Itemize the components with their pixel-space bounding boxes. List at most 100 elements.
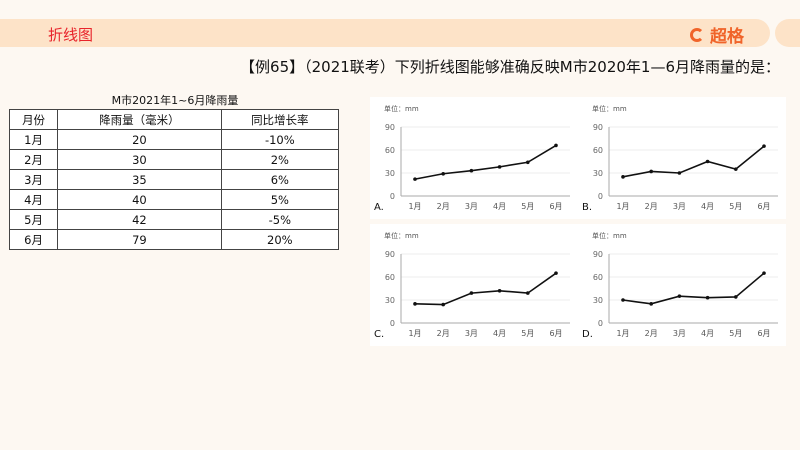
y-tick-label: 30 bbox=[593, 169, 603, 178]
header-cell: 同比增长率 bbox=[220, 109, 340, 130]
brand-logo: 超格 bbox=[690, 22, 744, 47]
data-point bbox=[469, 291, 474, 295]
x-tick-label: 6月 bbox=[549, 329, 562, 338]
x-tick-label: 4月 bbox=[701, 329, 714, 338]
data-point bbox=[677, 171, 682, 175]
table-cell: 2月 bbox=[8, 149, 59, 170]
y-tick-label: 30 bbox=[385, 296, 395, 305]
y-tick-label: 60 bbox=[593, 273, 603, 282]
chart-option-d[interactable]: 单位：mm 0 30 60 90 1月 2月 3月 4月 5月 6月 D. bbox=[578, 224, 786, 346]
table-title: M市2021年1~6月降雨量 bbox=[111, 94, 239, 107]
logo-text: 超格 bbox=[710, 27, 744, 47]
x-tick-label: 4月 bbox=[493, 202, 506, 211]
x-tick-label: 6月 bbox=[757, 329, 770, 338]
x-tick-label: 3月 bbox=[673, 329, 686, 338]
header-cell: 降雨量（毫米） bbox=[57, 109, 222, 130]
y-tick-label: 90 bbox=[385, 250, 395, 259]
y-tick-label: 0 bbox=[598, 192, 603, 201]
chart-option-b[interactable]: 单位：mm 0 30 60 90 1月 2月 3月 4月 5月 6月 B. bbox=[578, 97, 786, 219]
table-row: 5月 42 -5% bbox=[8, 209, 340, 230]
table-cell: 4月 bbox=[8, 189, 59, 210]
table-row: 2月 30 2% bbox=[8, 149, 340, 170]
y-tick-label: 60 bbox=[385, 273, 395, 282]
data-point bbox=[441, 171, 445, 176]
chart-option-c[interactable]: 单位：mm 0 30 60 90 1月 2月 3月 4月 5月 6月 C. bbox=[370, 224, 578, 346]
data-point bbox=[441, 302, 445, 307]
x-tick-label: 6月 bbox=[757, 202, 770, 211]
data-point bbox=[497, 289, 502, 293]
data-point bbox=[621, 298, 625, 302]
data-point bbox=[526, 160, 530, 165]
data-point bbox=[413, 177, 417, 181]
data-point bbox=[649, 169, 653, 174]
table-cell: 5月 bbox=[8, 209, 59, 230]
x-tick-label: 5月 bbox=[521, 329, 534, 338]
data-point bbox=[705, 295, 710, 300]
table-cell: 2% bbox=[220, 149, 340, 170]
y-tick-label: 30 bbox=[593, 296, 603, 305]
y-tick-label: 0 bbox=[390, 192, 395, 201]
data-point bbox=[762, 271, 766, 275]
table-cell: 42 bbox=[57, 209, 222, 230]
data-point bbox=[734, 167, 738, 171]
table-row: 6月 79 20% bbox=[8, 229, 340, 250]
x-tick-label: 2月 bbox=[645, 329, 658, 338]
unit-label: 单位：mm bbox=[592, 231, 627, 240]
option-label: C. bbox=[374, 329, 384, 340]
data-point bbox=[413, 302, 417, 306]
table-cell: 20 bbox=[57, 129, 222, 150]
x-tick-label: 3月 bbox=[465, 329, 478, 338]
x-tick-label: 4月 bbox=[701, 202, 714, 211]
option-label: D. bbox=[582, 329, 593, 340]
series-line bbox=[414, 272, 557, 306]
table-cell: 20% bbox=[220, 229, 340, 250]
x-tick-label: 3月 bbox=[465, 202, 478, 211]
unit-label: 单位：mm bbox=[384, 231, 419, 240]
data-point bbox=[526, 291, 530, 295]
rainfall-table: 月份 降雨量（毫米） 同比增长率 1月 20 -10% 2月 30 2% 3月 35 6% 4月 4… bbox=[8, 109, 340, 250]
x-tick-label: 1月 bbox=[616, 202, 629, 211]
header-banner-end bbox=[775, 19, 800, 47]
table-cell: 30 bbox=[57, 149, 222, 170]
x-tick-label: 2月 bbox=[437, 329, 450, 338]
series-line bbox=[622, 145, 765, 178]
y-tick-label: 90 bbox=[593, 123, 603, 132]
table-cell: -5% bbox=[220, 209, 340, 230]
table-cell: 3月 bbox=[8, 169, 59, 190]
header-banner bbox=[0, 19, 770, 47]
table-row: 3月 35 6% bbox=[8, 169, 340, 190]
unit-label: 单位：mm bbox=[384, 104, 419, 113]
table-row: 1月 20 -10% bbox=[8, 129, 340, 150]
x-tick-label: 5月 bbox=[729, 202, 742, 211]
unit-label: 单位：mm bbox=[592, 104, 627, 113]
data-point bbox=[705, 159, 710, 164]
table-cell: 40 bbox=[57, 189, 222, 210]
x-tick-label: 1月 bbox=[408, 202, 421, 211]
logo-icon bbox=[690, 27, 704, 42]
table-cell: 6% bbox=[220, 169, 340, 190]
x-tick-label: 5月 bbox=[521, 202, 534, 211]
data-point bbox=[554, 271, 558, 275]
data-point bbox=[469, 168, 474, 173]
table-cell: -10% bbox=[220, 129, 340, 150]
x-tick-label: 1月 bbox=[408, 329, 421, 338]
y-tick-label: 0 bbox=[390, 319, 395, 328]
data-point bbox=[677, 294, 682, 298]
y-tick-label: 30 bbox=[385, 169, 395, 178]
question-text: 【例65】（2021联考）下列折线图能够准确反映M市2020年1—6月降雨量的是… bbox=[240, 58, 780, 76]
data-point bbox=[762, 144, 766, 148]
x-tick-label: 5月 bbox=[729, 329, 742, 338]
data-point bbox=[649, 302, 653, 306]
y-tick-label: 90 bbox=[385, 123, 395, 132]
x-tick-label: 6月 bbox=[549, 202, 562, 211]
table-cell: 5% bbox=[220, 189, 340, 210]
table-cell: 1月 bbox=[8, 129, 59, 150]
x-tick-label: 4月 bbox=[493, 329, 506, 338]
x-tick-label: 2月 bbox=[437, 202, 450, 211]
option-label: A. bbox=[374, 202, 384, 213]
data-point bbox=[621, 175, 625, 179]
y-tick-label: 90 bbox=[593, 250, 603, 259]
table-cell: 79 bbox=[57, 229, 222, 250]
chart-option-a[interactable]: 单位：mm 0 30 60 90 1月 2月 3月 4月 5月 6月 A. bbox=[370, 97, 578, 219]
y-tick-label: 0 bbox=[598, 319, 603, 328]
